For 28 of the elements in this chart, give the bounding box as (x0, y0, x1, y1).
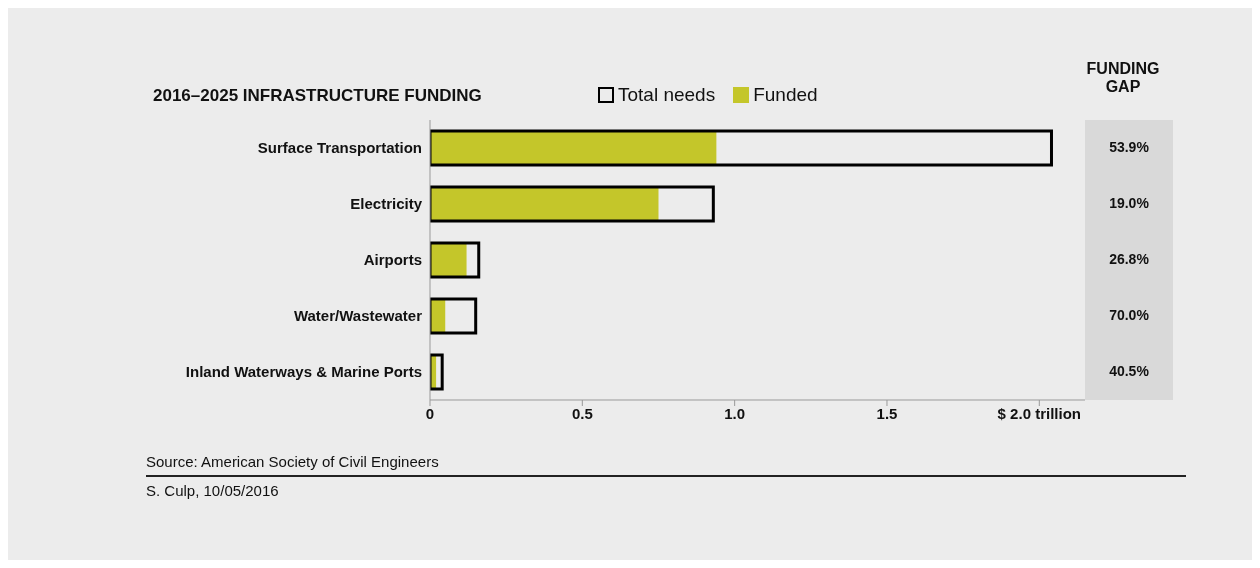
x-tick-label: $ 2.0 trillion (997, 404, 1081, 422)
bar (430, 297, 478, 335)
y-tick-label: Airports (363, 251, 422, 269)
x-tick-label: 1.0 (724, 404, 746, 422)
y-tick-label: Inland Waterways & Marine Ports (185, 363, 422, 381)
x-tick-label: 0.5 (571, 404, 593, 422)
text: 53.9% (1108, 139, 1150, 155)
text: 70.0% (1108, 307, 1150, 323)
legend-label: Total needs (617, 84, 716, 106)
source-note: Source: American Society of Civil Engineers (146, 453, 439, 470)
text: 26.8% (1108, 251, 1150, 267)
bar (430, 353, 444, 391)
text: 40.5% (1108, 363, 1150, 379)
y-tick-label: Electricity (350, 195, 423, 213)
y-tick-label: Surface Transportation (257, 139, 422, 157)
bar (430, 241, 481, 279)
bar (430, 187, 659, 221)
bar (430, 185, 715, 223)
x-tick-label: 0 (425, 404, 435, 422)
bar (430, 129, 1053, 167)
chart-title: 2016–2025 INFRASTRUCTURE FUNDING (153, 86, 482, 106)
text: 19.0% (1108, 195, 1150, 211)
x-tick-label: 1.5 (876, 404, 898, 422)
legend-label: Funded (752, 84, 818, 106)
bar (430, 131, 717, 165)
text: FUNDING GAP (1085, 60, 1161, 96)
y-tick-label: Water/Wastewater (293, 307, 423, 325)
text: S. Culp, 10/05/2016 (146, 482, 279, 499)
